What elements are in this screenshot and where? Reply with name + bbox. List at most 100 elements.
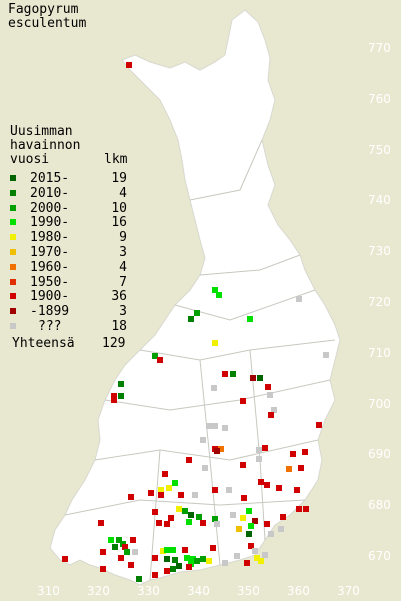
observation-squares [62, 62, 329, 582]
observation-square [222, 371, 228, 377]
species-name-line2: esculentum [8, 16, 87, 31]
observation-square [111, 397, 117, 403]
observation-square [244, 560, 250, 566]
legend-row-count: 16 [111, 215, 127, 231]
observation-square [218, 446, 224, 452]
legend-row-label: 1900- [30, 289, 70, 305]
observation-square [176, 563, 182, 569]
observation-square [241, 495, 247, 501]
observation-square [188, 512, 194, 518]
x-axis-tick-label: 330 [137, 584, 160, 598]
x-axis-tick-label: 370 [337, 584, 360, 598]
observation-square [132, 549, 138, 555]
observation-square [212, 287, 218, 293]
observation-square [256, 456, 262, 462]
observation-square [100, 566, 106, 572]
observation-square [112, 544, 118, 550]
observation-square [257, 375, 263, 381]
observation-square [265, 384, 271, 390]
observation-square [258, 558, 264, 564]
legend-row-count: 4 [119, 259, 127, 275]
legend-swatch [10, 175, 16, 181]
observation-square [194, 558, 200, 564]
y-axis-tick-label: 750 [368, 142, 391, 157]
observation-square [118, 555, 124, 561]
legend-row-count: 9 [119, 230, 127, 246]
observation-square [158, 492, 164, 498]
observation-square [152, 555, 158, 561]
legend-swatch [10, 323, 16, 329]
legend-swatch [10, 234, 16, 241]
observation-square [248, 543, 254, 549]
y-axis-tick-label: 700 [368, 396, 391, 411]
observation-square [130, 537, 136, 543]
observation-square [186, 519, 192, 525]
observation-square [200, 437, 206, 443]
observation-square [268, 412, 274, 418]
observation-square [184, 555, 190, 561]
observation-square [303, 506, 309, 512]
observation-square [230, 512, 236, 518]
observation-square [182, 547, 188, 553]
observation-square [248, 523, 254, 529]
observation-square [158, 487, 164, 493]
legend-swatch [10, 189, 16, 196]
legend-row-label: 1990- [30, 215, 70, 231]
observation-square [268, 531, 274, 537]
observation-square [157, 357, 163, 363]
y-axis-tick-label: 740 [368, 193, 391, 208]
observation-square [276, 485, 282, 491]
legend-row-label: 2015- [30, 171, 70, 186]
y-axis-tick-label: 770 [368, 41, 391, 55]
legend-row-label: 1960- [30, 259, 70, 275]
observation-square [240, 462, 246, 468]
observation-square [212, 487, 218, 493]
observation-square [170, 547, 176, 553]
observation-square [262, 552, 268, 558]
observation-square [111, 393, 117, 399]
legend-total-count: 129 [102, 336, 126, 351]
x-axis-tick-label: 350 [237, 584, 260, 598]
province-borders [64, 139, 336, 581]
observation-square [136, 576, 142, 582]
observation-square [222, 560, 228, 566]
x-axis-tick-label: 340 [187, 584, 210, 598]
legend-swatch [10, 263, 16, 270]
observation-square [236, 526, 242, 532]
legend-swatch [10, 293, 16, 300]
legend-total-label: Yhteensä [12, 336, 75, 351]
legend-row-count: 4 [119, 185, 127, 201]
finland-landmass [49, 9, 341, 586]
legend-row-count: 10 [111, 200, 127, 216]
observation-square [210, 545, 216, 551]
observation-square [98, 520, 104, 526]
observation-square [267, 392, 273, 398]
legend-row-count: 3 [119, 304, 127, 320]
observation-square [316, 422, 322, 428]
observation-square [214, 448, 220, 454]
y-axis-tick-label: 710 [368, 345, 391, 360]
x-axis-tick-label: 310 [37, 584, 60, 598]
observation-square [214, 521, 220, 527]
observation-square [164, 547, 170, 553]
observation-square [176, 506, 182, 512]
observation-square [162, 471, 168, 477]
observation-square [252, 518, 258, 524]
observation-square [152, 353, 158, 359]
observation-square [200, 520, 206, 526]
observation-square [298, 465, 304, 471]
observation-square [172, 557, 178, 563]
observation-square [128, 562, 134, 568]
observation-square [164, 521, 170, 527]
legend-row-label: 2000- [30, 200, 70, 216]
legend-swatch [10, 249, 16, 255]
observation-square [194, 310, 200, 316]
observation-square [168, 515, 174, 521]
observation-square [128, 494, 134, 500]
observation-square [156, 520, 162, 526]
observation-square [206, 558, 212, 564]
observation-square [211, 385, 217, 391]
observation-square [262, 445, 268, 451]
observation-square [212, 340, 218, 346]
legend-heading-3: vuosi [10, 152, 50, 167]
